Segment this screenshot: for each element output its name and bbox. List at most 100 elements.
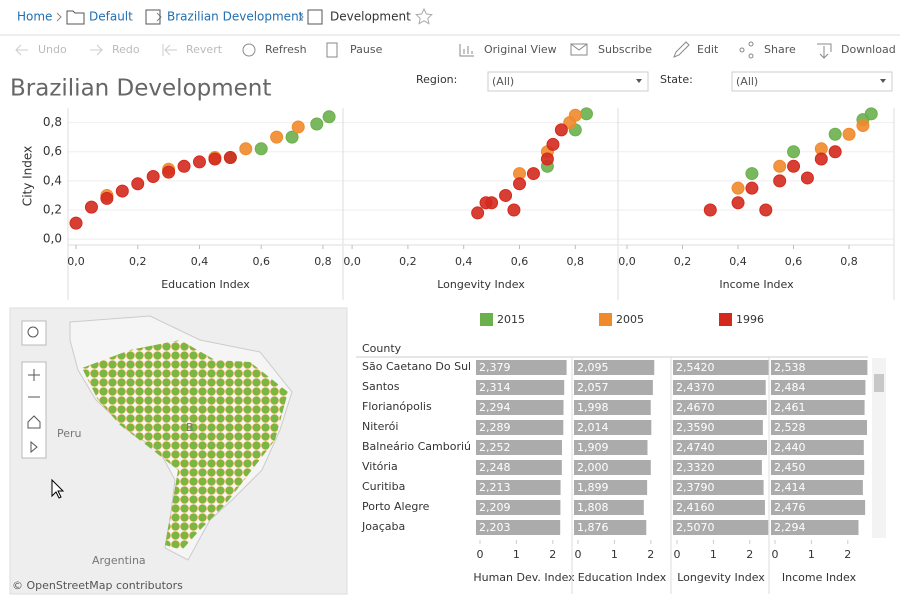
point[interactable] [471, 206, 485, 220]
point[interactable] [579, 107, 593, 121]
point[interactable] [731, 181, 745, 195]
legend-label[interactable]: 2005 [616, 313, 644, 326]
bar[interactable] [574, 440, 648, 455]
county-name[interactable]: São Caetano Do Sul [362, 360, 471, 373]
bar[interactable] [673, 420, 763, 435]
county-name[interactable]: Porto Alegre [362, 500, 430, 513]
point[interactable] [828, 127, 842, 141]
bar[interactable] [771, 420, 868, 435]
point[interactable] [745, 181, 759, 195]
point[interactable] [526, 167, 540, 181]
bar[interactable] [771, 460, 865, 475]
point[interactable] [270, 130, 284, 144]
bar[interactable] [771, 520, 859, 535]
point[interactable] [787, 159, 801, 173]
toolbar-button[interactable]: Download [841, 43, 896, 56]
favorite-star[interactable] [415, 7, 433, 25]
legend-swatch[interactable] [599, 313, 612, 326]
bar[interactable] [476, 460, 562, 475]
toolbar-button[interactable]: Subscribe [598, 43, 652, 56]
county-name[interactable]: Vitória [362, 460, 398, 473]
point[interactable] [499, 188, 513, 202]
bar[interactable] [476, 480, 561, 495]
point[interactable] [479, 196, 493, 210]
bar[interactable] [574, 380, 653, 395]
bar[interactable] [574, 420, 652, 435]
filter-value[interactable]: (All) [736, 75, 758, 88]
point[interactable] [745, 167, 759, 181]
point[interactable] [842, 127, 856, 141]
bar[interactable] [574, 360, 655, 375]
bar[interactable] [673, 360, 770, 375]
point[interactable] [239, 142, 253, 156]
breadcrumb-item[interactable]: Default [89, 10, 133, 24]
toolbar-button[interactable]: Refresh [265, 43, 307, 56]
point[interactable] [773, 174, 787, 188]
bar[interactable] [476, 520, 561, 535]
toolbar-button[interactable]: Undo [38, 43, 67, 56]
bar[interactable] [673, 460, 762, 475]
region-dropdown[interactable] [487, 71, 649, 92]
bar[interactable] [673, 440, 768, 455]
bar[interactable] [476, 360, 567, 375]
point[interactable] [115, 184, 129, 198]
point[interactable] [540, 152, 554, 166]
point[interactable] [546, 137, 560, 151]
toolbar-button[interactable]: Share [764, 43, 796, 56]
bar[interactable] [476, 420, 564, 435]
point[interactable] [146, 170, 160, 183]
county-name[interactable]: Balneário Camboriú [362, 440, 471, 453]
filter-value[interactable]: (All) [492, 75, 514, 88]
point[interactable] [507, 203, 521, 217]
toolbar-button[interactable]: Revert [186, 43, 223, 56]
breadcrumb-item[interactable]: Brazilian Development [167, 10, 304, 24]
point[interactable] [162, 165, 176, 179]
point[interactable] [254, 142, 268, 156]
legend-label[interactable]: 2015 [497, 313, 525, 326]
point[interactable] [828, 145, 842, 159]
toolbar-button[interactable]: Redo [112, 43, 140, 56]
bar[interactable] [476, 440, 562, 455]
point[interactable] [310, 117, 324, 131]
county-name[interactable]: Joaçaba [361, 520, 405, 533]
point[interactable] [759, 203, 773, 217]
toolbar-button[interactable]: Pause [350, 43, 383, 56]
bar[interactable] [476, 380, 565, 395]
point[interactable] [285, 130, 299, 144]
bar[interactable] [673, 380, 766, 395]
point[interactable] [131, 177, 145, 191]
point[interactable] [554, 123, 568, 137]
point[interactable] [856, 118, 870, 132]
point[interactable] [322, 110, 336, 124]
bar[interactable] [574, 460, 651, 475]
point[interactable] [84, 200, 98, 214]
county-dots[interactable] [82, 340, 288, 550]
bar[interactable] [574, 500, 644, 515]
legend-label[interactable]: 1996 [736, 313, 764, 326]
bar[interactable] [673, 480, 764, 495]
bar[interactable] [771, 380, 866, 395]
bar[interactable] [771, 400, 865, 415]
legend-swatch[interactable] [480, 313, 493, 326]
bar[interactable] [673, 400, 767, 415]
point[interactable] [208, 152, 222, 166]
breadcrumb-item[interactable]: Home [17, 10, 52, 24]
bar[interactable] [771, 500, 866, 515]
point[interactable] [864, 107, 878, 121]
bar[interactable] [574, 400, 651, 415]
point[interactable] [787, 145, 801, 159]
bar[interactable] [574, 480, 648, 495]
bar[interactable] [476, 400, 564, 415]
legend-swatch[interactable] [719, 313, 732, 326]
point[interactable] [223, 151, 237, 165]
point[interactable] [568, 108, 582, 122]
point[interactable] [703, 203, 717, 217]
bar[interactable] [673, 520, 769, 535]
point[interactable] [800, 171, 814, 185]
county-name[interactable]: Santos [362, 380, 400, 393]
point[interactable] [773, 159, 787, 173]
point[interactable] [69, 216, 83, 230]
bar[interactable] [771, 360, 868, 375]
county-name[interactable]: Florianópolis [362, 400, 432, 413]
point[interactable] [513, 177, 527, 191]
